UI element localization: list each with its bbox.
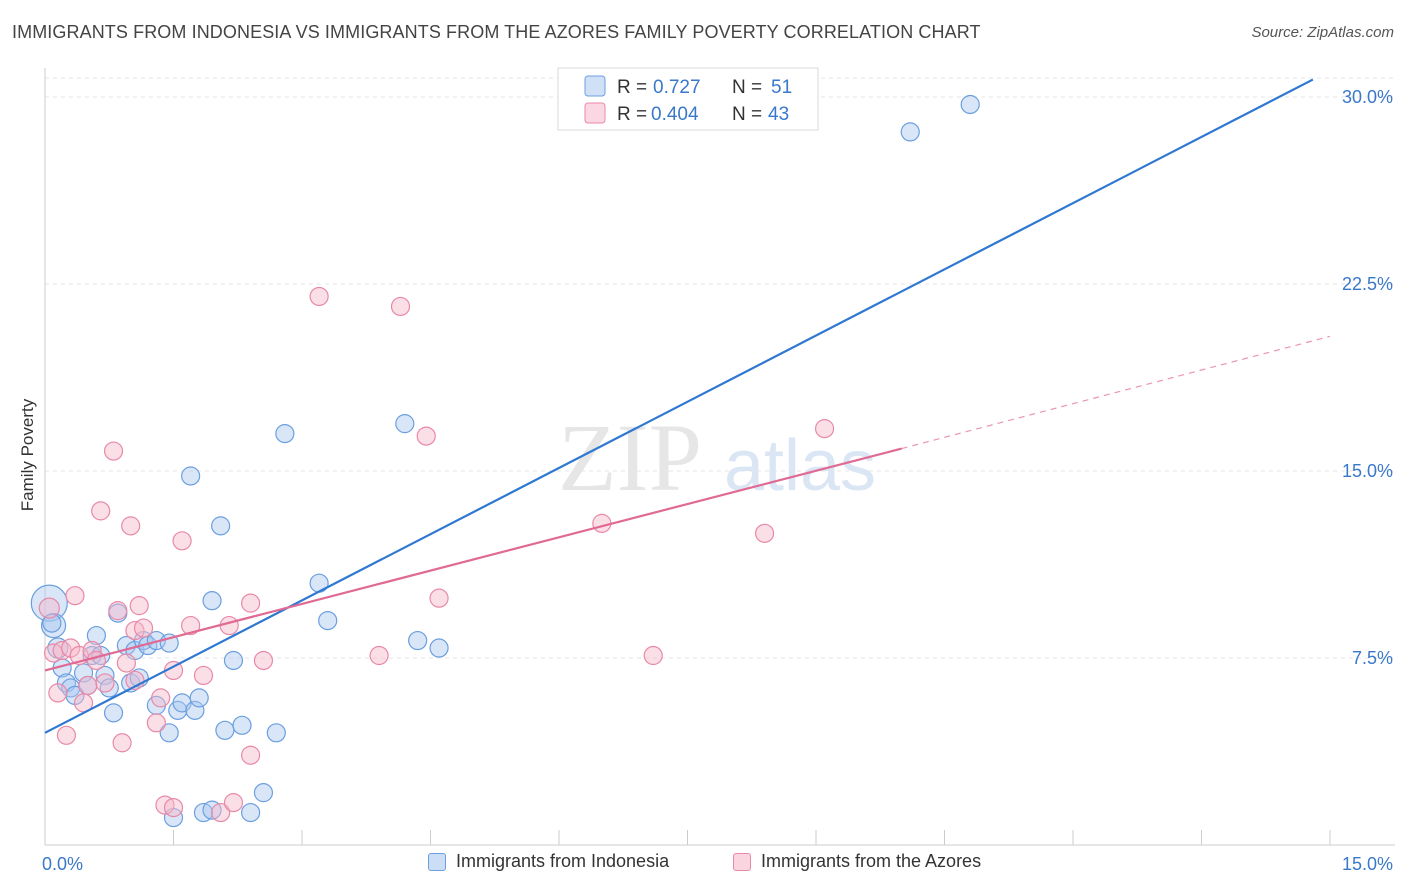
watermark: ZIP atlas	[558, 404, 876, 511]
indonesia-trend-line	[44, 78, 1314, 734]
indonesia-point	[266, 723, 286, 743]
legend-n-label-indonesia: N =	[732, 77, 762, 98]
source-label: Source: ZipAtlas.com	[1251, 24, 1394, 41]
tick-label-layer: 7.5% 15.0% 22.5% 30.0% 0.0% 15.0%	[42, 87, 1393, 874]
azores-point	[112, 733, 132, 753]
indonesia-point	[211, 516, 231, 536]
indonesia-point	[215, 720, 235, 740]
azores-point	[48, 683, 68, 703]
azores-point	[133, 618, 154, 638]
y-tick-label: 30.0%	[1342, 87, 1393, 107]
indonesia-point	[42, 613, 62, 633]
indonesia-point	[95, 665, 115, 686]
azores-point	[592, 513, 612, 533]
azores-point	[643, 645, 663, 666]
azores-trend-extension	[901, 335, 1331, 450]
watermark-atlas: atlas	[724, 426, 876, 506]
legend-swatch-indonesia-bottom	[428, 852, 446, 871]
indonesia-point	[189, 688, 209, 708]
azores-point	[211, 802, 231, 823]
legend-bottom: Immigrants from Indonesia Immigrants fro…	[0, 851, 1406, 879]
azores-point	[95, 673, 115, 693]
y-tick-label: 7.5%	[1352, 648, 1393, 668]
azores-point	[253, 650, 274, 671]
azores-point	[78, 675, 98, 696]
legend-swatch-indonesia	[584, 75, 606, 97]
azores-point	[116, 653, 136, 673]
watermark-zip: ZIP	[558, 404, 702, 511]
azores-point	[219, 615, 239, 636]
indonesia-point	[241, 802, 261, 823]
chart-title: IMMIGRANTS FROM INDONESIA VS IMMIGRANTS …	[12, 22, 981, 42]
azores-point	[193, 665, 214, 686]
legend-swatch-azores-bottom	[733, 852, 751, 871]
azores-point	[390, 296, 411, 317]
indonesia-point	[86, 625, 107, 646]
legend-n-value-azores: 43	[768, 104, 789, 125]
indonesia-point	[275, 424, 295, 444]
x-tick-label: 15.0%	[1342, 854, 1393, 874]
azores-point	[151, 688, 171, 708]
azores-point	[108, 601, 128, 621]
legend-swatch-azores	[584, 102, 606, 124]
y-tick-label: 22.5%	[1342, 274, 1393, 294]
legend-label-azores: Immigrants from the Azores	[761, 851, 982, 871]
legend-r-value-indonesia: 0.727	[653, 77, 701, 98]
azores-point	[241, 593, 261, 613]
azores-point	[91, 501, 111, 521]
indonesia-point	[103, 703, 124, 723]
indonesia-point	[223, 650, 244, 671]
indonesia-point	[253, 783, 274, 803]
legend-n-value-indonesia: 51	[771, 77, 792, 98]
points-layer	[30, 94, 980, 828]
indonesia-point	[318, 610, 338, 631]
azores-point	[416, 426, 436, 446]
azores-point	[181, 615, 201, 636]
legend-r-value-azores: 0.404	[651, 104, 699, 125]
legend-top: R = 0.727 N = 51 R = 0.404 N = 43	[557, 67, 819, 131]
legend-item-azores: Immigrants from the Azores	[733, 851, 981, 872]
indonesia-point	[185, 700, 205, 720]
legend-label-indonesia: Immigrants from Indonesia	[456, 851, 670, 871]
azores-point	[38, 597, 60, 619]
azores-point	[814, 419, 835, 439]
azores-point	[65, 586, 85, 606]
legend-r-label-indonesia: R =	[617, 77, 647, 98]
legend-n-label-azores: N =	[732, 104, 762, 125]
grid-layer	[45, 77, 1395, 659]
azores-point	[163, 797, 184, 818]
azores-point	[86, 650, 107, 671]
indonesia-point	[202, 591, 222, 611]
indonesia-point	[181, 466, 201, 486]
indonesia-point	[232, 715, 252, 735]
azores-point	[56, 725, 77, 745]
indonesia-point	[429, 638, 449, 658]
indonesia-point	[960, 94, 980, 115]
indonesia-point	[395, 414, 415, 434]
azores-point	[754, 523, 775, 543]
x-tick-label: 0.0%	[42, 854, 83, 874]
azores-point	[103, 441, 124, 461]
legend-r-label-azores: R =	[617, 104, 647, 125]
azores-point	[429, 588, 449, 608]
axis-layer	[44, 68, 1395, 846]
indonesia-point	[159, 723, 179, 743]
azores-point	[223, 793, 244, 813]
indonesia-point	[408, 630, 428, 651]
azores-point	[172, 531, 192, 551]
indonesia-point	[900, 122, 920, 142]
azores-point	[369, 645, 389, 666]
azores-point	[129, 596, 149, 616]
azores-point	[309, 286, 329, 307]
legend-item-indonesia: Immigrants from Indonesia	[428, 851, 669, 872]
azores-point	[82, 640, 102, 661]
azores-point	[241, 745, 261, 765]
azores-point	[121, 516, 141, 536]
y-tick-label: 15.0%	[1342, 461, 1393, 481]
azores-point	[146, 713, 166, 733]
azores-trend-line	[44, 447, 902, 672]
trend-layer	[44, 78, 1331, 734]
